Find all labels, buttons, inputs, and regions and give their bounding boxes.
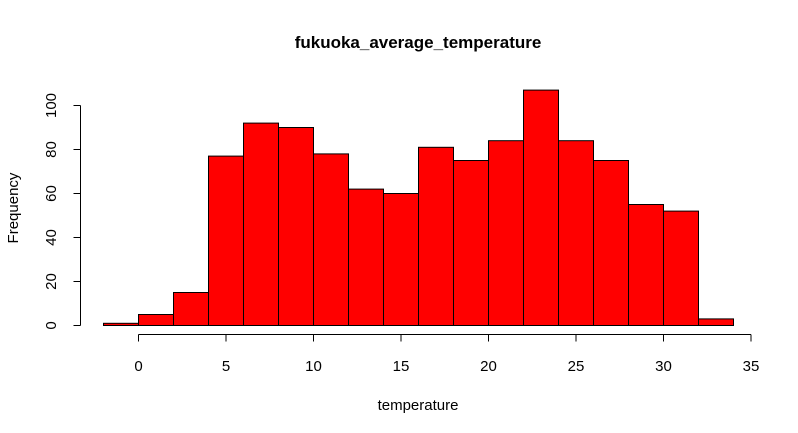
- y-tick-label: 60: [43, 185, 60, 202]
- histogram-bar: [593, 160, 629, 326]
- histogram-bar: [558, 140, 594, 326]
- histogram-bar: [348, 188, 384, 326]
- histogram-bar: [173, 292, 209, 326]
- x-tick-label: 30: [655, 358, 672, 375]
- histogram-bar: [418, 146, 454, 326]
- histogram-bar: [138, 314, 174, 326]
- histogram-bar: [523, 89, 559, 326]
- x-tick-label: 0: [134, 358, 142, 375]
- histogram-bar: [243, 122, 279, 326]
- y-axis: 0 20 40 60 80 100: [43, 93, 81, 330]
- y-tick-label: 80: [43, 141, 60, 158]
- x-tick-label: 15: [393, 358, 410, 375]
- histogram-bar: [628, 204, 664, 326]
- x-axis: 0 5 10 15 20 25 30 35: [134, 334, 760, 375]
- y-tick-label: 20: [43, 273, 60, 290]
- y-axis-label: Frequency: [5, 172, 22, 243]
- y-tick-label: 40: [43, 229, 60, 246]
- histogram-bar: [698, 318, 734, 326]
- y-tick-label: 0: [43, 321, 60, 329]
- x-tick-label: 5: [222, 358, 230, 375]
- histogram-bar: [488, 140, 524, 326]
- histogram-bar: [278, 127, 314, 326]
- histogram-bar: [383, 193, 419, 326]
- histogram-bar: [208, 155, 244, 326]
- x-tick-label: 10: [305, 358, 322, 375]
- x-tick-label: 20: [480, 358, 497, 375]
- histogram-bar: [103, 322, 139, 326]
- histogram-bar: [453, 160, 489, 326]
- chart-title: fukuoka_average_temperature: [295, 33, 542, 52]
- bars-group: [103, 89, 734, 327]
- y-tick-label: 100: [43, 93, 60, 118]
- histogram-bar: [663, 210, 699, 327]
- x-tick-label: 35: [743, 358, 760, 375]
- x-axis-label: temperature: [378, 397, 459, 414]
- histogram-bar: [313, 153, 349, 326]
- x-tick-label: 25: [568, 358, 585, 375]
